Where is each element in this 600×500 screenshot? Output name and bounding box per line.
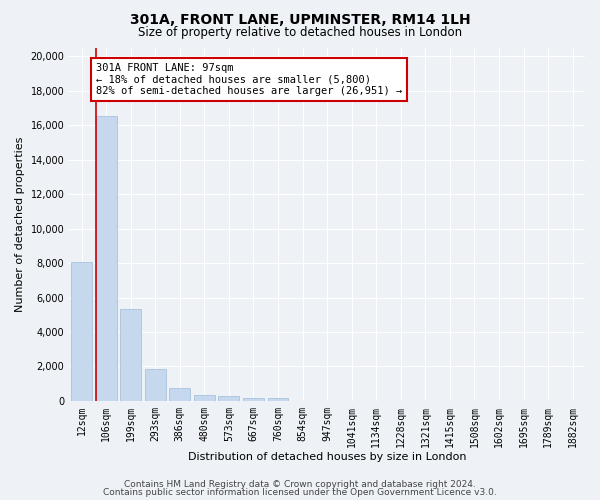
Text: Contains public sector information licensed under the Open Government Licence v3: Contains public sector information licen… xyxy=(103,488,497,497)
Y-axis label: Number of detached properties: Number of detached properties xyxy=(15,136,25,312)
Text: Size of property relative to detached houses in London: Size of property relative to detached ho… xyxy=(138,26,462,39)
Bar xyxy=(145,369,166,401)
Text: 301A FRONT LANE: 97sqm
← 18% of detached houses are smaller (5,800)
82% of semi-: 301A FRONT LANE: 97sqm ← 18% of detached… xyxy=(96,63,402,96)
Bar xyxy=(169,388,190,401)
Text: Contains HM Land Registry data © Crown copyright and database right 2024.: Contains HM Land Registry data © Crown c… xyxy=(124,480,476,489)
Bar xyxy=(95,116,116,401)
Bar xyxy=(194,395,215,401)
Bar xyxy=(243,398,264,401)
Bar xyxy=(218,396,239,401)
Bar xyxy=(120,308,141,401)
Text: 301A, FRONT LANE, UPMINSTER, RM14 1LH: 301A, FRONT LANE, UPMINSTER, RM14 1LH xyxy=(130,12,470,26)
Bar xyxy=(71,262,92,401)
X-axis label: Distribution of detached houses by size in London: Distribution of detached houses by size … xyxy=(188,452,466,462)
Bar xyxy=(268,398,289,401)
